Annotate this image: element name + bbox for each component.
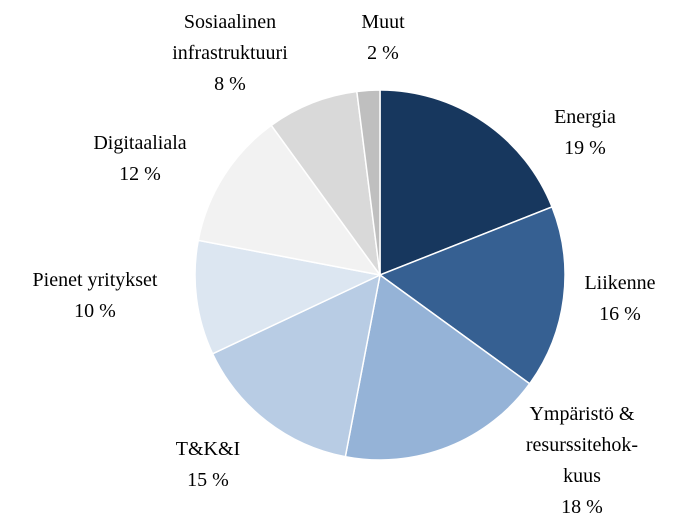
value-label: 18 %: [561, 496, 603, 515]
category-label: Digitaaliala: [93, 132, 187, 154]
pie-slice: [379, 89, 553, 277]
category-label: Ympäristö & resurssitehok- kuus: [525, 403, 639, 487]
pie-slice: [344, 273, 531, 461]
slice-label: Pienet yritykset 10 %: [33, 265, 158, 327]
value-label: 12 %: [119, 163, 161, 185]
slice-label: Sosiaalinen infrastruktuuri 8 %: [172, 7, 288, 100]
value-label: 2 %: [367, 42, 399, 64]
value-label: 19 %: [564, 137, 606, 159]
value-label: 15 %: [187, 469, 229, 491]
slice-label: Energia 19 %: [554, 102, 616, 164]
slice-label: Ympäristö & resurssitehok- kuus 18 %: [526, 399, 638, 515]
slice-label: Digitaaliala 12 %: [93, 128, 186, 190]
pie-slice: [378, 205, 566, 385]
pie-slice: [211, 273, 382, 458]
category-label: Muut: [361, 11, 405, 33]
category-label: Liikenne: [584, 272, 656, 294]
slice-label: Liikenne 16 %: [584, 268, 655, 330]
slice-label: Muut 2 %: [361, 7, 404, 69]
value-label: 8 %: [214, 73, 246, 95]
category-label: Pienet yritykset: [32, 269, 158, 291]
pie-slice: [270, 90, 381, 276]
pie-slice: [194, 239, 383, 355]
value-label: 16 %: [599, 303, 641, 325]
category-label: T&K&I: [175, 438, 241, 460]
pie-slice: [355, 89, 381, 276]
category-label: Sosiaalinen infrastruktuuri: [172, 11, 288, 64]
value-label: 10 %: [74, 300, 116, 322]
pie-slice: [197, 124, 382, 277]
category-label: Energia: [554, 106, 616, 128]
slice-label: T&K&I 15 %: [176, 434, 240, 496]
